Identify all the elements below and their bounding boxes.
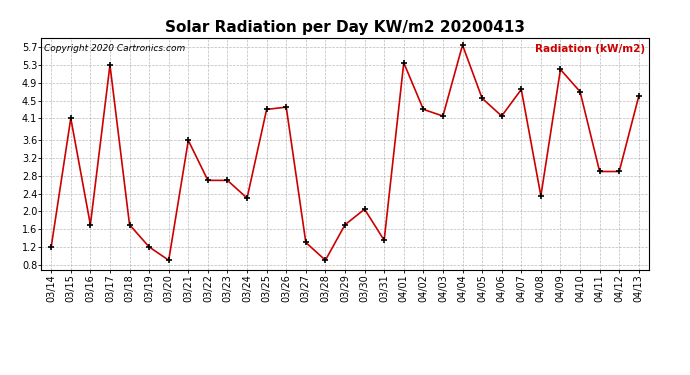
Text: Radiation (kW/m2): Radiation (kW/m2) <box>535 45 646 54</box>
Title: Solar Radiation per Day KW/m2 20200413: Solar Radiation per Day KW/m2 20200413 <box>165 20 525 35</box>
Text: Copyright 2020 Cartronics.com: Copyright 2020 Cartronics.com <box>44 45 186 54</box>
